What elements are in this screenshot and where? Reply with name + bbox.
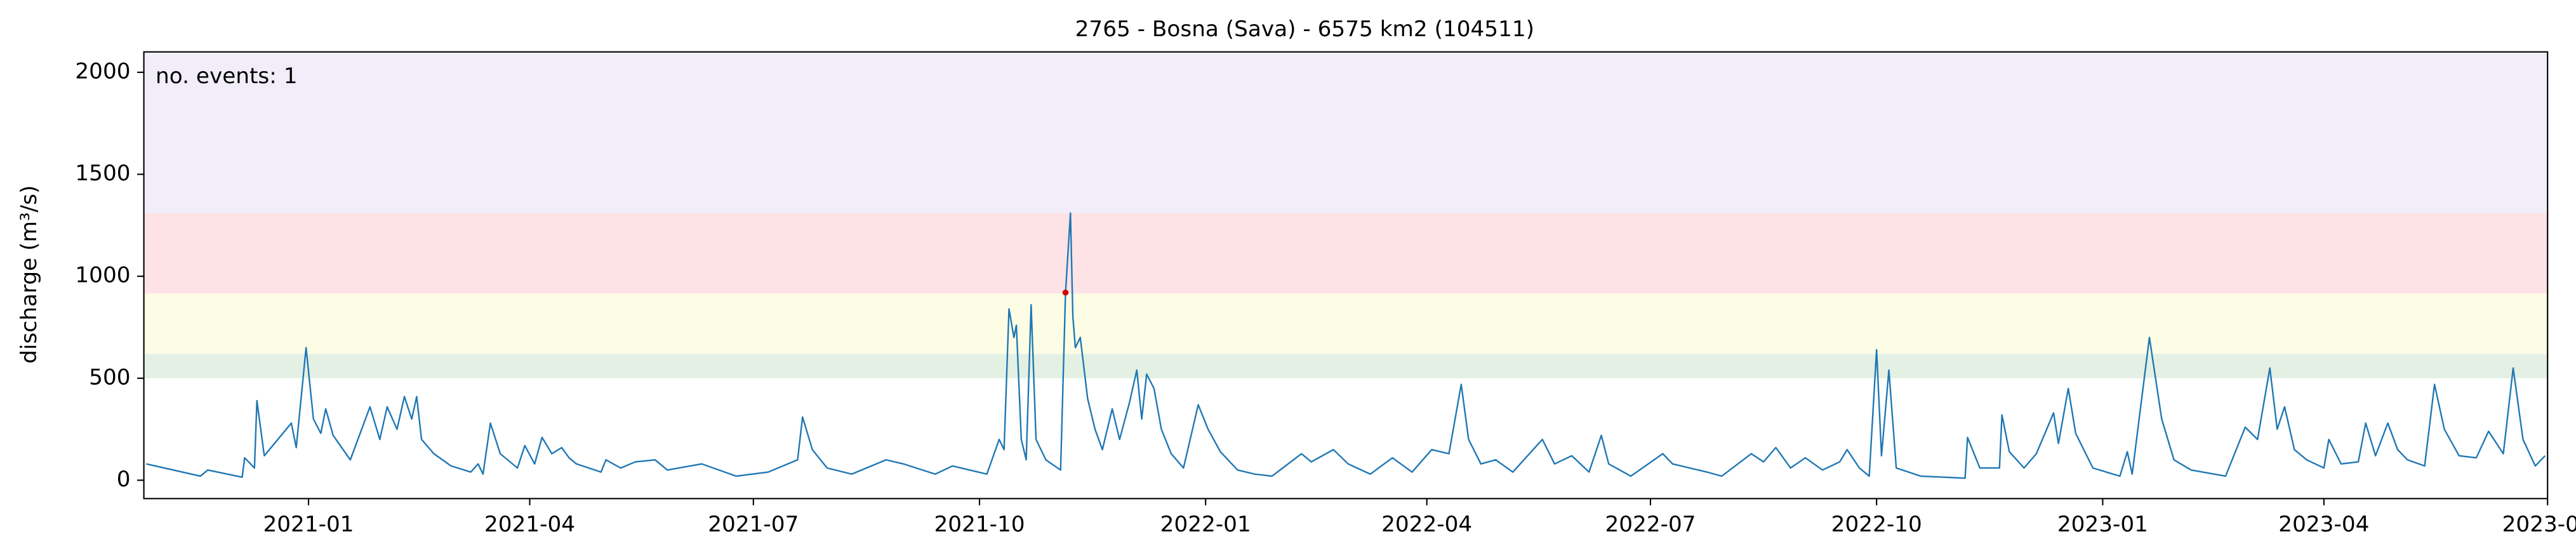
event-marker — [1062, 290, 1069, 296]
chart-title: 2765 - Bosna (Sava) - 6575 km2 (104511) — [1075, 17, 1534, 42]
y-tick-label: 2000 — [75, 58, 130, 84]
x-tick-label: 2021-10 — [934, 512, 1025, 537]
x-tick-label: 2023-04 — [2278, 512, 2369, 537]
x-tick-label: 2021-07 — [708, 512, 799, 537]
y-tick-label: 500 — [89, 364, 130, 390]
y-axis-label: discharge (m³/s) — [17, 185, 42, 364]
plot-frame — [143, 51, 2549, 500]
y-tick-label: 1500 — [75, 161, 130, 186]
x-tick-label: 2023-01 — [2057, 512, 2148, 537]
x-tick-label: 2022-10 — [1831, 512, 1922, 537]
threshold-band — [143, 293, 2548, 354]
y-tick-label: 0 — [117, 467, 131, 492]
x-tick-label: 2022-04 — [1381, 512, 1472, 537]
x-tick-label: 2022-01 — [1160, 512, 1251, 537]
annotation: no. events: 1 — [156, 63, 297, 89]
threshold-band — [143, 354, 2548, 378]
threshold-band — [143, 213, 2548, 294]
x-tick-label: 2023-07 — [2502, 512, 2576, 537]
x-tick-label: 2022-07 — [1605, 512, 1696, 537]
data-line — [146, 212, 2546, 479]
threshold-band — [143, 51, 2548, 213]
x-tick-label: 2021-04 — [484, 512, 575, 537]
x-tick-label: 2021-01 — [263, 512, 354, 537]
y-tick-label: 1000 — [75, 263, 130, 288]
